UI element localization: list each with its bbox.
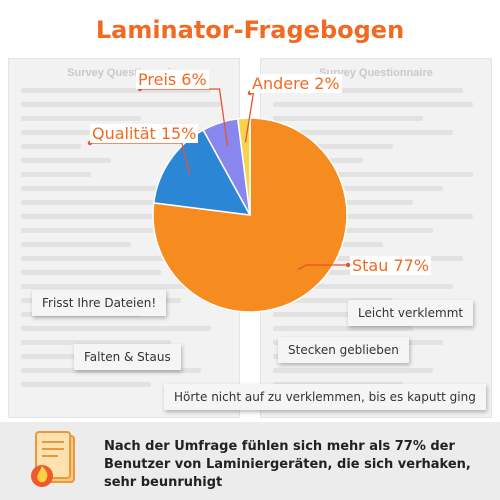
doc-line bbox=[21, 200, 221, 205]
doc-line bbox=[273, 214, 473, 219]
doc-line bbox=[273, 228, 433, 233]
doc-line bbox=[21, 102, 221, 107]
leader-dot-0 bbox=[345, 262, 351, 268]
doc-line bbox=[21, 368, 201, 373]
doc-line bbox=[21, 256, 201, 261]
doc-line bbox=[273, 172, 473, 177]
background-document-title: Survey Questionnaire bbox=[319, 67, 433, 79]
doc-line bbox=[21, 270, 161, 275]
doc-line bbox=[273, 326, 413, 331]
doc-line bbox=[21, 214, 191, 219]
doc-line bbox=[273, 130, 453, 135]
doc-line bbox=[21, 340, 171, 345]
document-fire-icon bbox=[31, 431, 75, 487]
pie-slice-1 bbox=[152, 128, 252, 216]
doc-line bbox=[273, 102, 473, 107]
doc-line bbox=[21, 326, 211, 331]
leader-line-2 bbox=[140, 88, 229, 146]
doc-line bbox=[21, 186, 171, 191]
pie-label-stau: Stau 77% bbox=[350, 256, 432, 275]
doc-line bbox=[273, 116, 423, 121]
doc-line bbox=[273, 298, 393, 303]
leader-line-1 bbox=[90, 142, 191, 175]
doc-line bbox=[21, 228, 211, 233]
doc-line bbox=[21, 382, 151, 387]
doc-line bbox=[21, 172, 91, 177]
comment-bubble: Stecken geblieben bbox=[278, 337, 409, 363]
doc-line bbox=[273, 144, 393, 149]
page-title: Laminator-Fragebogen bbox=[95, 16, 405, 44]
doc-line bbox=[21, 354, 121, 359]
doc-line bbox=[273, 368, 433, 373]
comment-bubble: Hörte nicht auf zu verklemmen, bis es ka… bbox=[164, 384, 486, 410]
doc-line bbox=[21, 242, 131, 247]
pie-label-preis: Preis 6% bbox=[136, 70, 209, 89]
footer-banner: Nach der Umfrage fühlen sich mehr als 77… bbox=[0, 422, 500, 500]
doc-line bbox=[21, 88, 211, 93]
comment-bubble: Falten & Staus bbox=[74, 344, 181, 370]
doc-line bbox=[273, 270, 423, 275]
pie-label-qualitaet: Qualität 15% bbox=[90, 124, 199, 143]
doc-line bbox=[21, 284, 221, 289]
doc-line bbox=[273, 284, 453, 289]
footer-text: Nach der Umfrage fühlen sich mehr als 77… bbox=[104, 439, 471, 490]
doc-line bbox=[21, 158, 111, 163]
leader-line-0 bbox=[297, 264, 348, 271]
doc-line bbox=[21, 116, 141, 121]
doc-line bbox=[21, 144, 81, 149]
doc-line bbox=[273, 186, 443, 191]
pie-label-andere: Andere 2% bbox=[250, 74, 342, 93]
comment-bubble: Leicht verklemmt bbox=[348, 300, 474, 326]
comment-bubble: Frisst Ihre Dateien! bbox=[32, 290, 167, 316]
doc-line bbox=[273, 88, 463, 93]
